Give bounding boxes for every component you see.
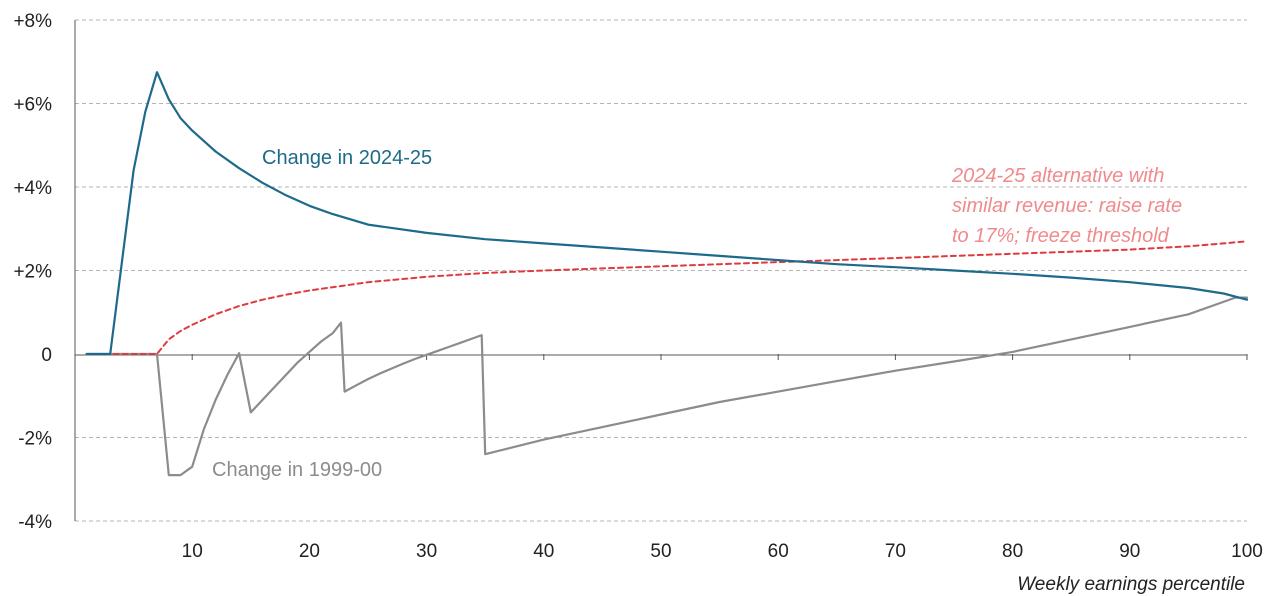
y-tick-label: -4%: [18, 512, 52, 533]
y-tick-label: +4%: [13, 178, 52, 199]
y-tick-label: -2%: [18, 429, 52, 450]
y-tick-label: +6%: [13, 95, 52, 116]
x-tick-label: 30: [416, 541, 437, 562]
label-alternative-line-3: to 17%; freeze threshold: [952, 225, 1170, 247]
x-tick-label: 50: [650, 541, 671, 562]
x-axis-title: Weekly earnings percentile: [1017, 574, 1245, 595]
y-tick-label: +8%: [13, 11, 52, 32]
series-line-1: [85, 71, 1249, 356]
series-line-2: [85, 240, 1248, 355]
label-alternative-line-2: similar revenue: raise rate: [952, 195, 1182, 217]
series-line-0: [85, 296, 1249, 477]
series-lines: [85, 71, 1249, 477]
x-tick-label: 70: [885, 541, 906, 562]
gridlines: [75, 19, 1247, 522]
label-alternative-line-1: 2024-25 alternative with: [951, 165, 1164, 187]
y-tick-label: +2%: [13, 262, 52, 283]
x-tick-label: 20: [299, 541, 320, 562]
label-change-1999-00: Change in 1999-00: [212, 459, 382, 481]
x-tick-label: 10: [182, 541, 203, 562]
x-tick-label: 40: [533, 541, 554, 562]
x-tick-labels: 10 20 30 40 50 60 70 80 90 100: [182, 354, 1263, 562]
x-tick-label: 60: [768, 541, 789, 562]
y-tick-label: 0: [41, 345, 52, 366]
label-change-2024-25: Change in 2024-25: [262, 147, 432, 169]
x-tick-label: 100: [1231, 541, 1263, 562]
y-tick-labels: -4% -2% 0 +2% +4% +6% +8%: [13, 11, 52, 533]
x-tick-label: 80: [1002, 541, 1023, 562]
x-tick-label: 90: [1119, 541, 1140, 562]
